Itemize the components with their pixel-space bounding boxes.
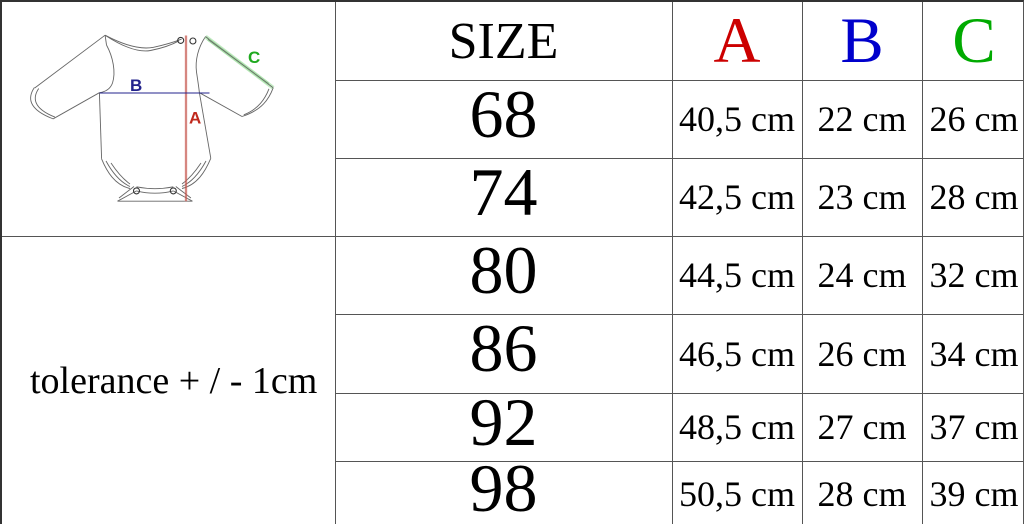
svg-text:C: C <box>248 48 260 67</box>
svg-text:A: A <box>189 109 201 128</box>
svg-text:B: B <box>130 76 142 95</box>
